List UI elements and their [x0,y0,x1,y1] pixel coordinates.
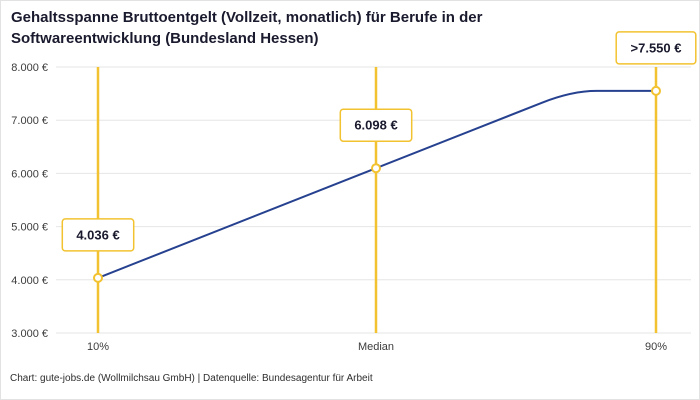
x-axis-tick-label: 10% [87,341,109,353]
value-label: 4.036 € [76,227,119,242]
value-label-box [339,108,413,142]
value-label-box [615,31,697,65]
y-axis-tick-label: 8.000 € [11,62,48,74]
y-axis-tick-label: 4.000 € [11,275,48,287]
data-point-marker [651,85,661,96]
x-axis-tick-label: 90% [645,341,667,353]
y-axis-tick-label: 7.000 € [11,115,48,127]
data-point-marker [93,272,103,283]
salary-line [97,89,657,279]
y-axis-tick-label: 6.000 € [11,168,48,180]
y-axis-tick-label: 3.000 € [11,328,48,340]
y-axis-tick-label: 5.000 € [11,222,48,234]
chart-title: Gehaltsspanne Bruttoentgelt (Vollzeit, m… [11,9,483,47]
x-axis-tick-label: Median [358,341,394,353]
chart-source-credit: Chart: gute-jobs.de (Wollmilchsau GmbH) … [10,373,373,384]
value-label-box [61,218,135,252]
data-point-marker [371,163,381,174]
value-label: 6.098 € [354,118,397,133]
value-label: >7.550 € [631,40,682,55]
